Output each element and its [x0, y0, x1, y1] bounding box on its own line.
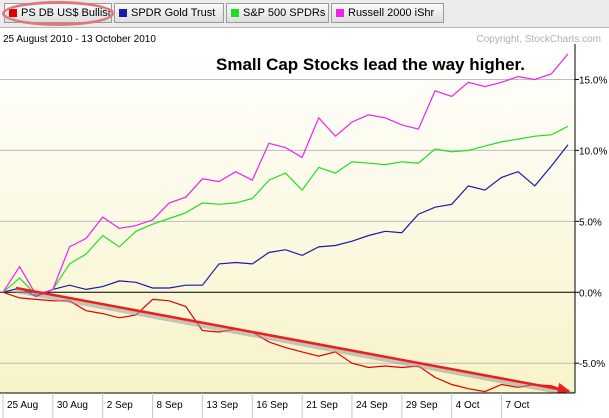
- x-axis-ticks: 25 Aug 30 Aug 2 Sep 8 Sep 13 Sep 16 Sep 21 Sep…: [2, 393, 530, 418]
- series-color-swatch: [231, 9, 239, 17]
- x-tick-label: 29 Sep: [406, 400, 438, 411]
- trend-arrow-line: [15, 286, 571, 396]
- legend-label: S&P 500 SPDRs: [243, 7, 326, 19]
- y-tick-label: -5.0%: [579, 359, 605, 370]
- series-color-swatch: [336, 9, 344, 17]
- x-tick-label: 13 Sep: [206, 400, 238, 411]
- x-tick-label: 16 Sep: [256, 400, 288, 411]
- reference-lines: [0, 78, 575, 364]
- y-tick-label: 10.0%: [579, 146, 607, 157]
- copyright-notice: Copyright, StockCharts.com: [476, 34, 602, 45]
- date-range: 25 August 2010 - 13 October 2010: [3, 34, 156, 45]
- y-axis-ticks: 15.0% 10.0% 5.0% 0.0% -5.0%: [575, 75, 607, 370]
- series-line-russell-2000-ishr: [2, 53, 569, 296]
- legend-tab-spdr-gold-trust[interactable]: SPDR Gold Trust: [114, 3, 224, 23]
- legend-label: Russell 2000 iShr: [348, 7, 435, 19]
- x-tick-label: 25 Aug: [7, 400, 38, 411]
- plot-background: [0, 44, 575, 393]
- y-tick-label: 5.0%: [579, 217, 602, 228]
- legend-label: SPDR Gold Trust: [131, 7, 216, 19]
- x-tick-label: 8 Sep: [157, 400, 184, 411]
- series-line-spdr-gold-trust: [2, 144, 569, 298]
- y-tick-label: 15.0%: [579, 75, 607, 86]
- x-tick-label: 7 Oct: [506, 400, 530, 411]
- legend-tab-russell-2000-ishr[interactable]: Russell 2000 iShr: [331, 3, 444, 23]
- series-color-swatch: [119, 9, 127, 17]
- y-tick-label: 0.0%: [579, 288, 602, 299]
- legend-bar: PS DB US$ Bullish SPDR Gold Trust S&P 50…: [0, 0, 609, 28]
- x-axis-area: [0, 393, 609, 418]
- legend-tab-sp-500-spdrs[interactable]: S&P 500 SPDRs: [226, 3, 329, 23]
- x-tick-label: 24 Sep: [356, 400, 388, 411]
- series-lines: [2, 53, 569, 393]
- x-tick-label: 4 Oct: [456, 400, 480, 411]
- x-tick-label: 2 Sep: [107, 400, 134, 411]
- x-tick-label: 30 Aug: [57, 400, 88, 411]
- annotation: Small Cap Stocks lead the way higher.: [216, 55, 525, 74]
- series-line-ps-db-us-bullish: [2, 291, 569, 393]
- series-line-s-p-500-spdrs: [2, 125, 569, 296]
- trend-arrow: [15, 286, 575, 397]
- x-tick-label: 21 Sep: [306, 400, 338, 411]
- legend-label: PS DB US$ Bullish: [21, 7, 114, 19]
- series-color-swatch: [9, 9, 17, 17]
